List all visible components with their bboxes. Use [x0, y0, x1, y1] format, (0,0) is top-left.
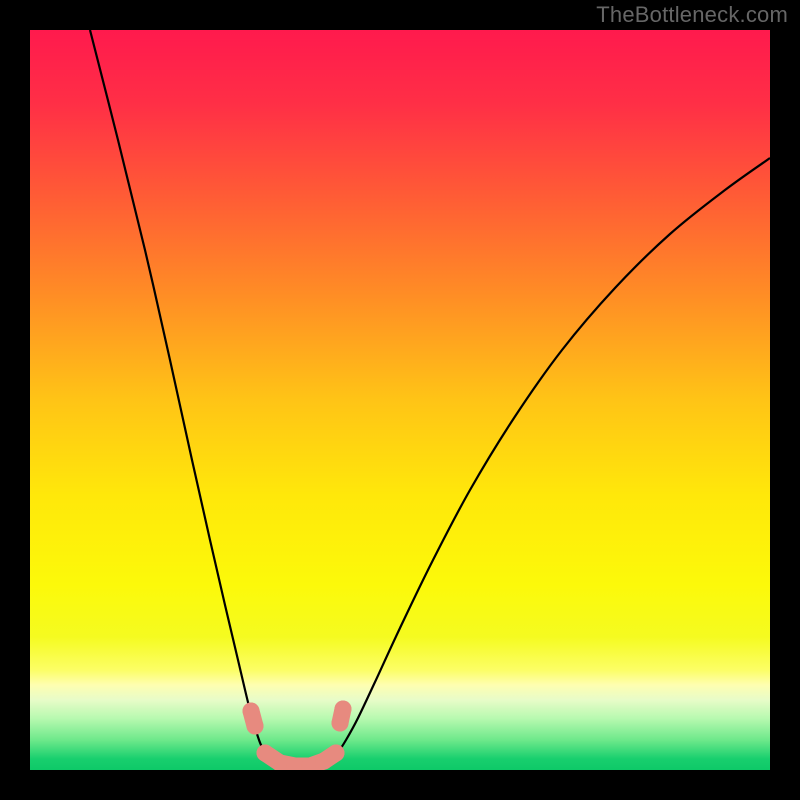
- curve-marker: [332, 715, 349, 732]
- chart-svg: [30, 30, 770, 770]
- curve-marker: [328, 745, 345, 762]
- chart-plot-area: [30, 30, 770, 770]
- bottleneck-curve: [90, 30, 770, 767]
- watermark-text: TheBottleneck.com: [596, 2, 788, 28]
- curve-marker: [257, 745, 274, 762]
- curve-marker: [335, 701, 352, 718]
- curve-marker: [247, 718, 264, 735]
- curve-marker: [243, 703, 260, 720]
